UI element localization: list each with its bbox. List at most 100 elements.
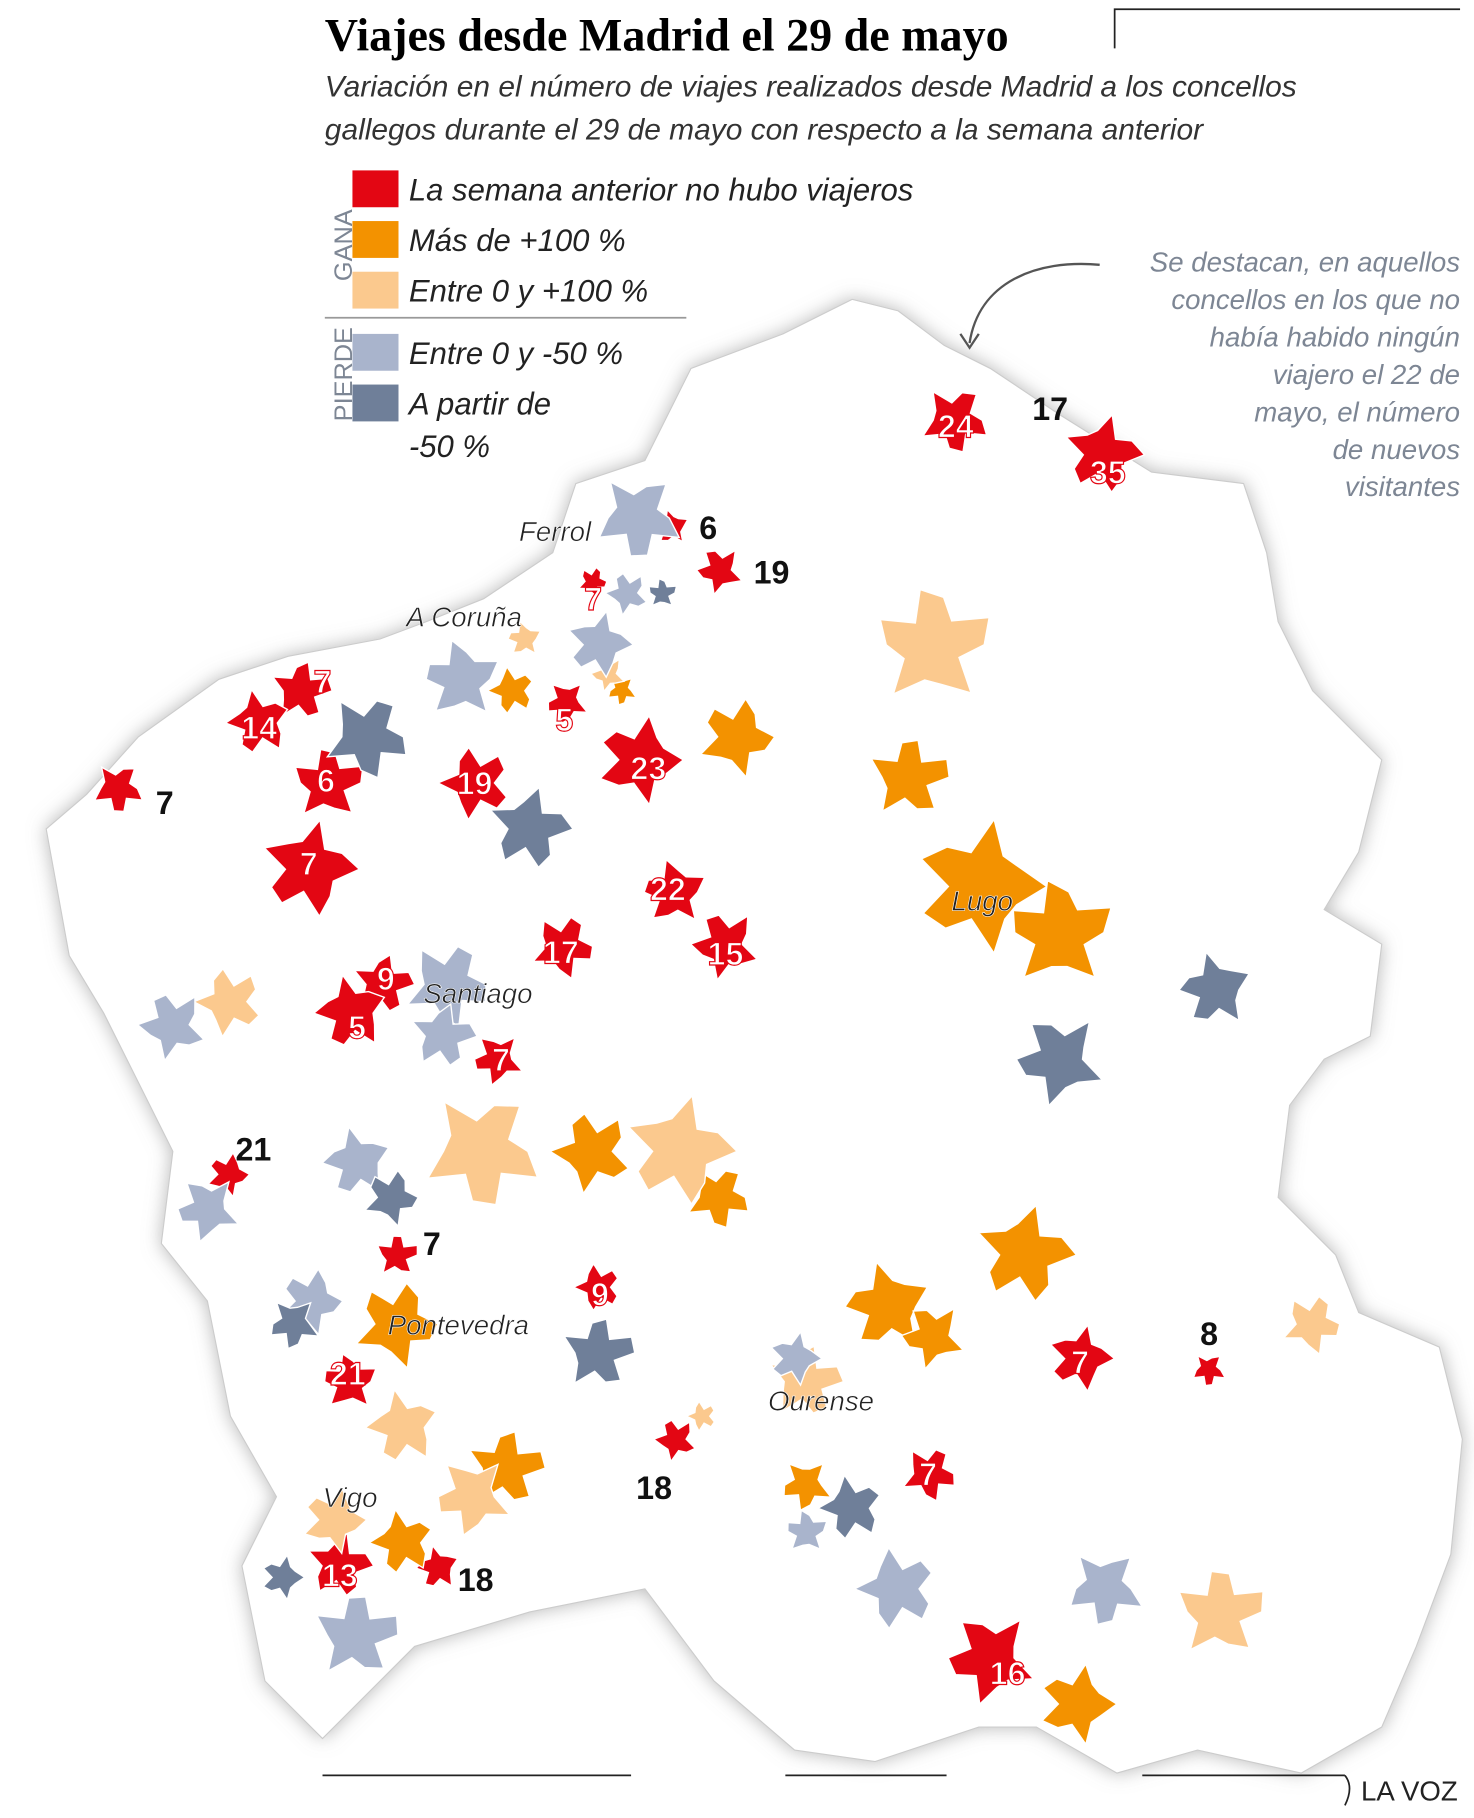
municipality [1041,1662,1119,1746]
annotation-arrowhead [959,333,980,350]
municipality [921,390,988,453]
visitor-count: 9 [377,961,395,997]
annotation-line: viajero el 22 de [1273,359,1460,390]
municipality [307,1532,375,1597]
municipality [325,700,407,779]
municipality [473,1036,524,1087]
municipality [1192,1354,1227,1387]
visitor-count: 23 [630,750,666,786]
legend-swatch [352,170,399,208]
municipality [1069,1555,1144,1626]
visitor-count: 9 [591,1277,609,1313]
municipality [312,973,386,1046]
municipality [787,1509,828,1551]
municipality [947,1618,1035,1706]
municipality [567,609,635,679]
municipality [93,765,144,813]
legend-swatch [352,333,399,371]
visitor-count: 7 [919,1456,937,1492]
legend-swatch [352,384,399,422]
city-label: Lugo [952,886,1013,917]
title: Viajes desde Madrid el 29 de mayo [325,10,1009,61]
visitor-count: 24 [938,409,974,445]
visitor-count: 17 [543,935,579,971]
visitor-count: 7 [423,1226,441,1262]
city-label: Vigo [323,1482,378,1513]
legend-swatch [352,271,399,309]
municipality [599,714,685,807]
annotation-line: había habido ningún [1210,322,1460,353]
municipality [323,1352,377,1407]
municipality [223,687,289,754]
visitor-count: 7 [492,1042,510,1078]
visitor-count: 21 [236,1132,272,1168]
municipality [695,549,744,597]
visitor-count: 13 [322,1558,358,1594]
municipality [643,858,706,921]
visitor-count: 7 [156,785,174,821]
municipality [437,1463,512,1537]
municipality [410,1002,479,1067]
subtitle: Variación en el número de viajes realiza… [325,71,1297,104]
municipality [1015,1020,1104,1108]
visitor-count: 7 [300,846,318,882]
municipality [270,1301,320,1350]
municipality [879,588,990,696]
legend-label: Entre 0 y -50 % [409,336,623,371]
title-bracket [1113,8,1461,49]
visitor-count: 14 [241,710,277,746]
municipality [627,1094,739,1206]
municipality [869,739,950,813]
visitor-count: 19 [457,765,493,801]
municipality [977,1203,1078,1303]
visitor-count: 5 [555,702,573,738]
municipality [598,480,681,557]
municipality [488,786,575,869]
municipalities [93,390,1341,1746]
municipality [206,1151,251,1199]
municipality [684,1400,716,1433]
visitor-count: 5 [348,1010,366,1046]
municipality [1282,1295,1341,1356]
visitor-count: 18 [636,1470,672,1506]
annotation-arrow [968,262,1100,344]
annotation: Se destacan, en aquellos concellos en los… [1150,247,1460,503]
municipality [507,619,542,655]
municipality [652,1419,697,1464]
municipality [406,945,487,1028]
municipality [548,1112,630,1196]
municipality [1049,1323,1116,1393]
municipality [263,818,361,918]
municipality [816,1473,881,1540]
municipality [1064,413,1146,494]
municipality [562,1318,636,1385]
annotation-line: mayo, el número [1254,396,1460,427]
legend: La semana anterior no hubo viajeros Más d… [352,170,913,464]
visitor-count: 7 [584,581,602,617]
visitor-count: 19 [754,555,790,591]
visitor-count: 21 [330,1356,366,1392]
visitor-count: 15 [708,936,744,972]
municipality [1012,879,1113,979]
municipality [900,1307,965,1371]
legend-swatch [352,221,399,258]
annotation-line: visitantes [1345,471,1460,502]
municipality [603,572,648,617]
municipality [531,916,594,980]
city-label: Ourense [768,1385,874,1416]
municipality [367,1507,432,1574]
city-label: Santiago [423,978,532,1009]
visitor-count: 22 [650,871,686,907]
municipality [363,1169,420,1228]
visitor-count: 18 [458,1562,494,1598]
municipality [303,1485,368,1556]
visitor-count: 16 [990,1655,1026,1691]
municipality [577,566,608,599]
municipality [436,746,508,822]
visitor-count: 7 [314,664,332,700]
municipality [571,1262,619,1312]
municipality [176,1180,240,1244]
